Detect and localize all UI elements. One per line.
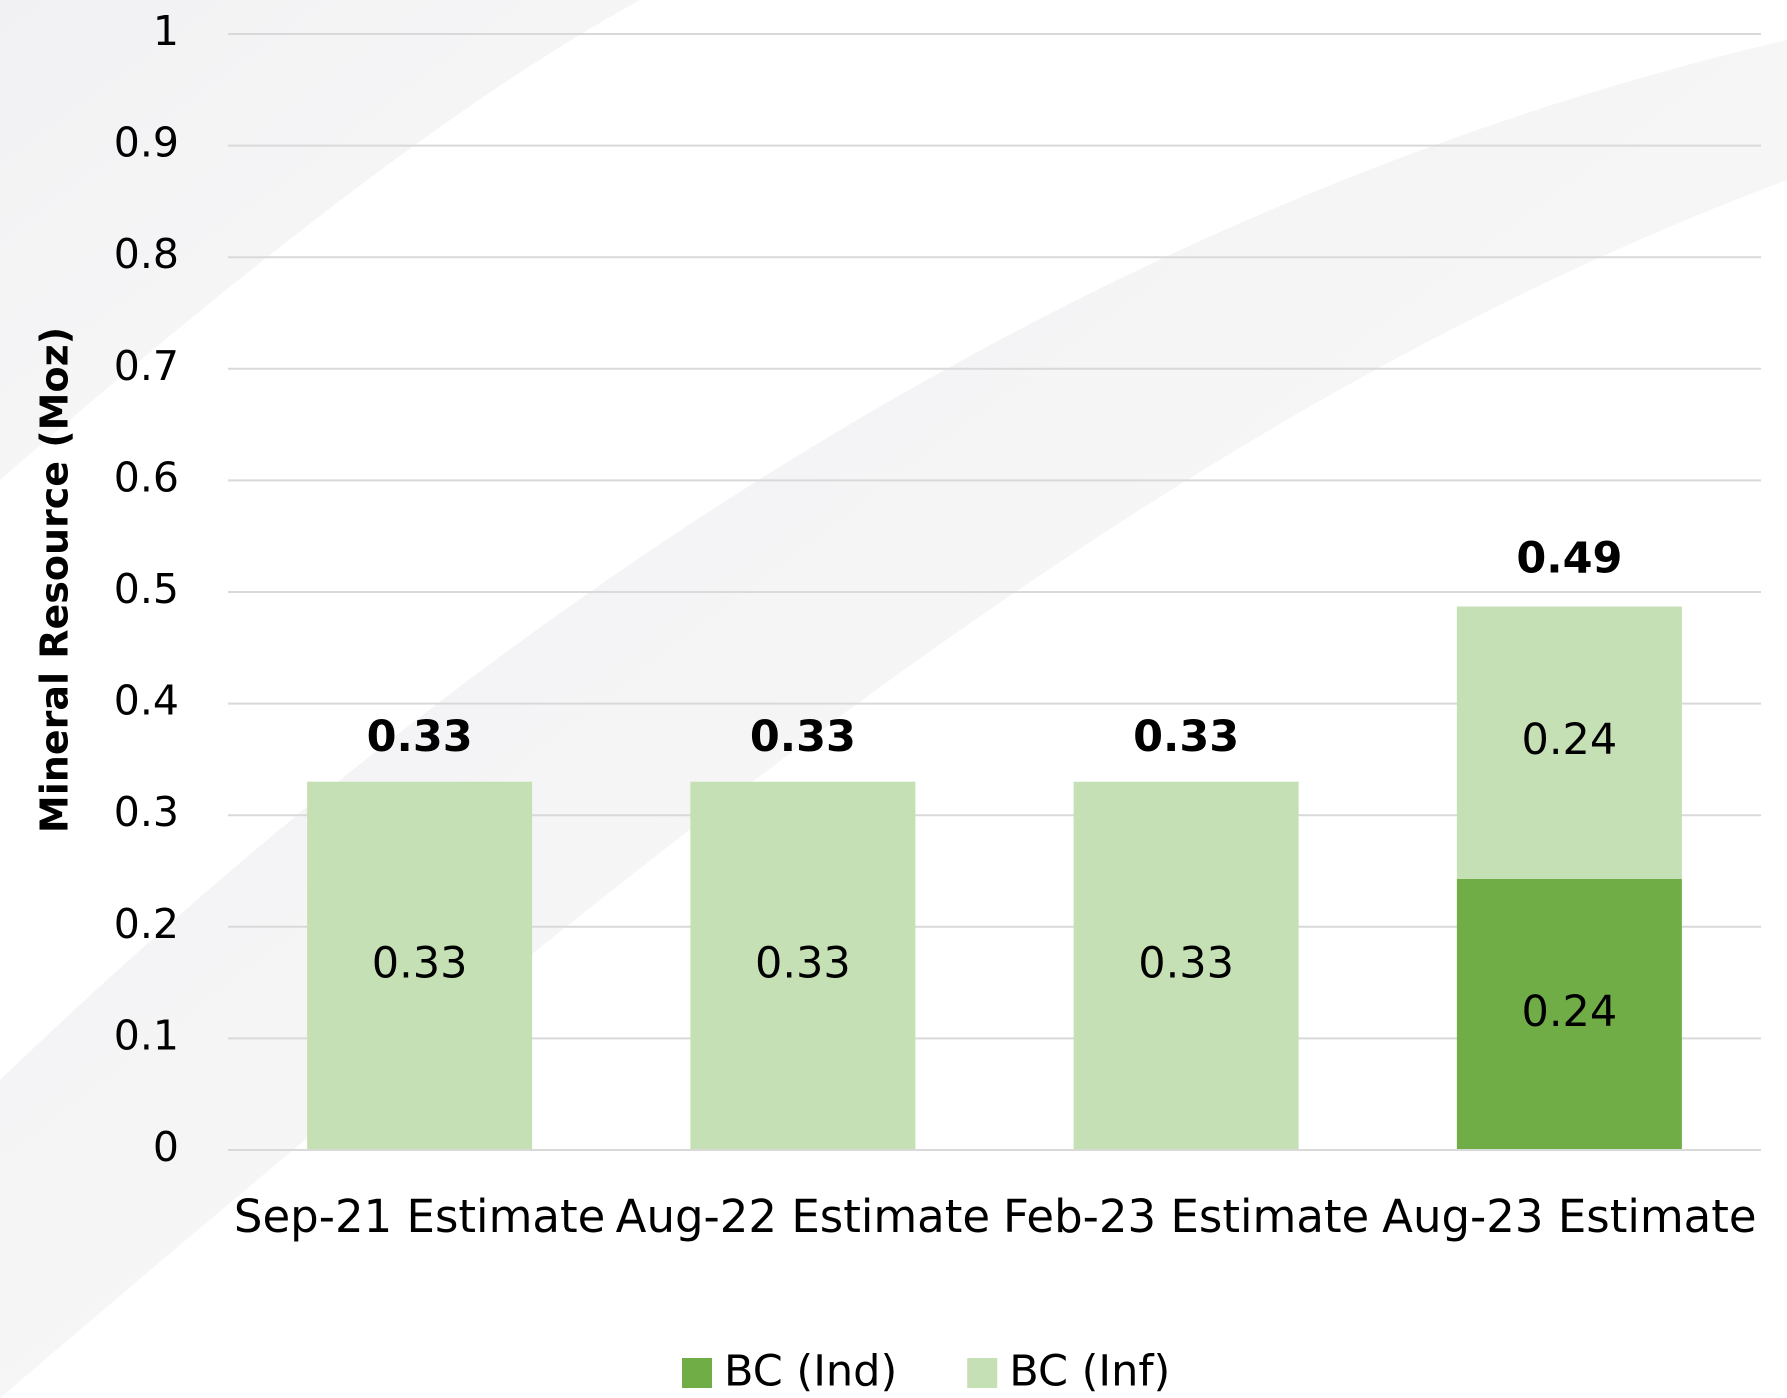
y-tick-label: 0 (153, 1123, 179, 1171)
background-shape (0, 0, 640, 480)
total-label: 0.33 (750, 712, 856, 762)
y-tick-label: 0.3 (114, 788, 179, 836)
bar-segment (307, 781, 533, 1150)
bar-segment (1456, 878, 1682, 1150)
total-label: 0.33 (1133, 712, 1239, 762)
x-tick-label: Feb-23 Estimate (1003, 1190, 1369, 1243)
legend-label: BC (Ind) (724, 1347, 897, 1397)
data-label: 0.24 (1522, 715, 1618, 765)
data-label: 0.33 (755, 938, 851, 988)
y-tick-label: 0.2 (114, 900, 179, 948)
data-label: 0.24 (1522, 987, 1618, 1037)
y-tick-label: 0.7 (114, 342, 179, 390)
x-tick-label: Aug-22 Estimate (616, 1190, 990, 1243)
y-tick-label: 0.4 (114, 677, 179, 725)
total-label: 0.33 (367, 712, 473, 762)
bar-segment (1456, 606, 1682, 879)
y-tick-label: 0.9 (114, 119, 179, 167)
x-tick-label: Sep-21 Estimate (234, 1190, 605, 1243)
x-tick-label: Aug-23 Estimate (1382, 1190, 1756, 1243)
y-tick-label: 1 (153, 7, 179, 55)
data-label: 0.33 (1138, 938, 1234, 988)
legend-label: BC (Inf) (1009, 1347, 1170, 1397)
y-axis-title: Mineral Resource (Moz) (33, 327, 77, 833)
y-tick-label: 0.5 (114, 565, 179, 613)
background-swoosh (0, 40, 1787, 1398)
bar-segment (690, 781, 916, 1150)
y-tick-label: 0.8 (114, 230, 179, 278)
legend-swatch (682, 1358, 712, 1388)
legend-swatch (967, 1358, 998, 1388)
y-tick-label: 0.6 (114, 453, 179, 501)
bar-segment (1073, 781, 1299, 1150)
data-label: 0.33 (372, 938, 468, 988)
y-tick-label: 0.1 (114, 1011, 179, 1059)
total-label: 0.49 (1516, 534, 1622, 584)
